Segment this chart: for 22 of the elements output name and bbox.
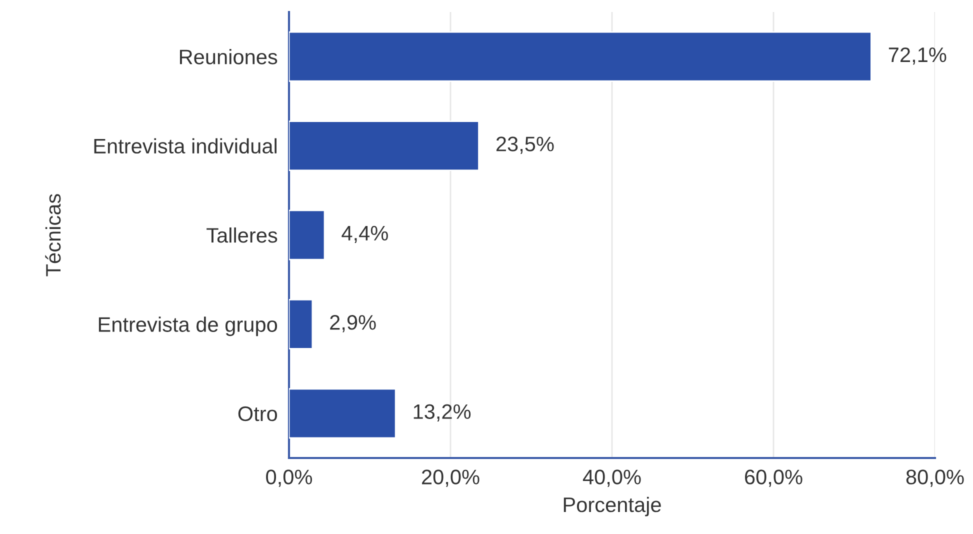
- x-tick-label: 80,0%: [906, 470, 964, 487]
- data-label: 2,9%: [330, 315, 376, 332]
- y-tick-label: Entrevista de grupo: [98, 316, 278, 336]
- x-tick-label: 60,0%: [745, 470, 802, 487]
- y-tick-label: Talleres: [206, 227, 278, 243]
- y-tick-label: Reuniones: [180, 49, 278, 64]
- x-tick-label: 0,0%: [266, 470, 312, 487]
- data-label: 13,2%: [414, 404, 471, 422]
- data-label: 4,4%: [342, 226, 388, 244]
- y-axis-title: Técnicas: [45, 194, 61, 276]
- bar: [289, 210, 326, 260]
- data-label: 72,1%: [888, 47, 946, 65]
- x-axis-title: Porcentaje: [564, 496, 661, 516]
- x-tick-label: 40,0%: [582, 470, 641, 487]
- y-tick-label: Entrevista individual: [94, 138, 277, 154]
- bar: [289, 120, 480, 172]
- y-tick-label: Otro: [238, 406, 278, 422]
- data-label: 23,5%: [496, 136, 554, 154]
- bar: [289, 388, 396, 439]
- bar: [289, 31, 872, 82]
- x-tick-label: 20,0%: [422, 470, 480, 487]
- bar: [289, 298, 314, 350]
